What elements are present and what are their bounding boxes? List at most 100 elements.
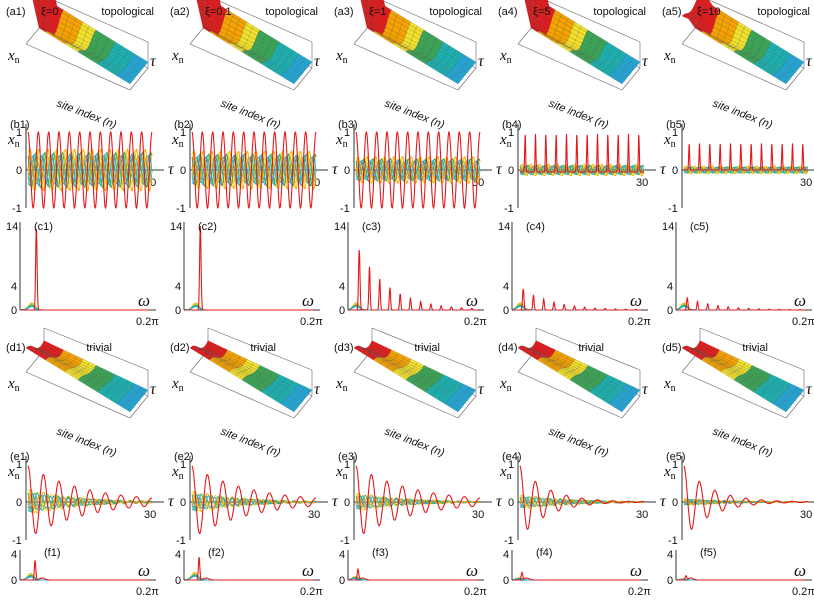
site-index-axis-label: site index (n) xyxy=(711,98,774,132)
y-tick-label: 4 xyxy=(175,281,181,293)
y-tick-label: 0 xyxy=(344,497,350,509)
x-tick-label: 0.2π xyxy=(628,586,651,598)
y-tick-label: 4 xyxy=(503,281,509,293)
spectrum-topological-1: 14 4 0 0.2π ω xyxy=(6,221,159,328)
surface-box-edge xyxy=(25,371,131,419)
spectrum-trivial-4: 4 0 0.2π ω xyxy=(503,549,651,598)
phase-label-topological: topological xyxy=(265,6,318,18)
y-tick-label: 4 xyxy=(667,549,673,561)
surface-topological-3: site index (n) xn τ xyxy=(335,0,485,131)
site-index-axis-label: site index (n) xyxy=(383,426,446,460)
surface-box-edge xyxy=(353,371,459,419)
edge-site-line xyxy=(27,130,153,210)
panel-label-d2: (d2) xyxy=(170,342,190,354)
panel-label-d4: (d4) xyxy=(498,342,518,354)
x-tick-label: 0.2π xyxy=(300,586,323,598)
edge-spectrum-line xyxy=(677,296,805,311)
panel-label-a3: (a3) xyxy=(334,6,354,18)
xi-value-label: ξ=10 xyxy=(697,6,721,18)
x-tick-label: 30 xyxy=(636,509,648,521)
surface-box-edge xyxy=(25,43,131,91)
bulk-site-line xyxy=(355,157,481,183)
x-tick-label: 0.2π xyxy=(464,586,487,598)
xi-value-label: ξ=0 xyxy=(41,6,58,18)
tau-axis-label: τ xyxy=(496,161,503,178)
bulk-site-line xyxy=(519,165,645,175)
phase-label-trivial: trivial xyxy=(578,342,604,354)
panel-label-c3: (c3) xyxy=(362,221,381,233)
surface-trivial-3: site index (n) xn τ xyxy=(335,327,485,460)
edge-site-line xyxy=(355,465,480,535)
bulk-site-line xyxy=(191,152,317,188)
edge-site-line xyxy=(355,130,481,210)
edge-spectrum-line xyxy=(185,557,313,581)
surface-cell xyxy=(287,406,296,413)
surface-cell xyxy=(615,78,624,85)
tau-axis-label: τ xyxy=(642,381,649,398)
panel-label-e4: (e4) xyxy=(502,451,522,463)
phase-label-trivial: trivial xyxy=(250,342,276,354)
surface-box-edge xyxy=(681,371,787,419)
surface-box-edge xyxy=(457,67,477,91)
surface-trivial-2: site index (n) xn τ xyxy=(171,327,321,459)
panel-label-b3: (b3) xyxy=(338,119,358,131)
tau-axis-label: τ xyxy=(806,381,813,398)
spectrum-topological-2: 14 4 0 0.2π ω xyxy=(170,221,323,328)
omega-axis-label: ω xyxy=(630,291,642,310)
y-tick-label: -1 xyxy=(340,203,350,215)
surface-trivial-1: site index (n) xn τ xyxy=(7,327,157,459)
tau-axis-label: τ xyxy=(642,53,649,70)
surface-box-edge xyxy=(544,0,641,43)
spectrum-layer: 14400.2πω400.2πω14400.2πω400.2πω14400.2π… xyxy=(6,221,814,598)
y-tick-label: -1 xyxy=(12,535,22,547)
x-tick-label: 0.2π xyxy=(792,316,814,328)
panel-label-b1: (b1) xyxy=(10,119,30,131)
spectrum-trivial-3: 4 0 0.2π ω xyxy=(339,549,487,598)
surface-cell xyxy=(451,78,460,85)
y-tick-label: 14 xyxy=(334,221,346,233)
panel-label-c5: (c5) xyxy=(690,221,709,233)
surface-box-edge xyxy=(785,67,805,91)
bulk-site-line xyxy=(355,161,481,179)
y-tick-label: 0 xyxy=(503,575,509,587)
y-tick-label: 0 xyxy=(16,497,22,509)
bulk-spectrum-line xyxy=(21,302,149,311)
omega-axis-label: ω xyxy=(466,291,478,310)
surface-cell xyxy=(451,406,460,413)
surface-box-edge xyxy=(708,0,805,43)
omega-axis-label: ω xyxy=(794,291,806,310)
edge-site-line xyxy=(684,143,808,171)
site-index-axis-label: site index (n) xyxy=(55,98,118,132)
surface-cell xyxy=(779,406,788,413)
bulk-spectrum-line xyxy=(185,304,313,311)
panel-label-a5: (a5) xyxy=(662,6,682,18)
y-tick-label: 0 xyxy=(672,165,678,177)
surface-cell xyxy=(779,78,788,85)
xn-axis-label: xn xyxy=(663,376,676,394)
bulk-site-line xyxy=(191,156,317,184)
panel-label-e5: (e5) xyxy=(666,451,686,463)
y-tick-label: 1 xyxy=(508,459,514,471)
surface-box-edge xyxy=(293,395,313,419)
y-tick-label: 1 xyxy=(344,459,350,471)
omega-axis-label: ω xyxy=(466,561,478,580)
phase-label-trivial: trivial xyxy=(742,342,768,354)
panel-label-f3: (f3) xyxy=(372,547,389,559)
y-tick-label: 4 xyxy=(339,549,345,561)
y-tick-label: 1 xyxy=(16,127,22,139)
surface-box-edge xyxy=(293,67,313,91)
panel-label-e1: (e1) xyxy=(10,451,30,463)
xi-value-label: ξ=1 xyxy=(369,6,386,18)
surface-box-edge xyxy=(517,371,623,419)
bulk-site-line xyxy=(519,165,645,175)
panel-label-e2: (e2) xyxy=(174,451,194,463)
bulk-site-line xyxy=(27,151,153,189)
tau-axis-label: τ xyxy=(168,493,175,510)
site-index-axis-label: site index (n) xyxy=(383,98,446,132)
surface-box-edge xyxy=(216,0,313,43)
spectrum-topological-5: 14 4 0 0.2π ω xyxy=(662,221,814,328)
